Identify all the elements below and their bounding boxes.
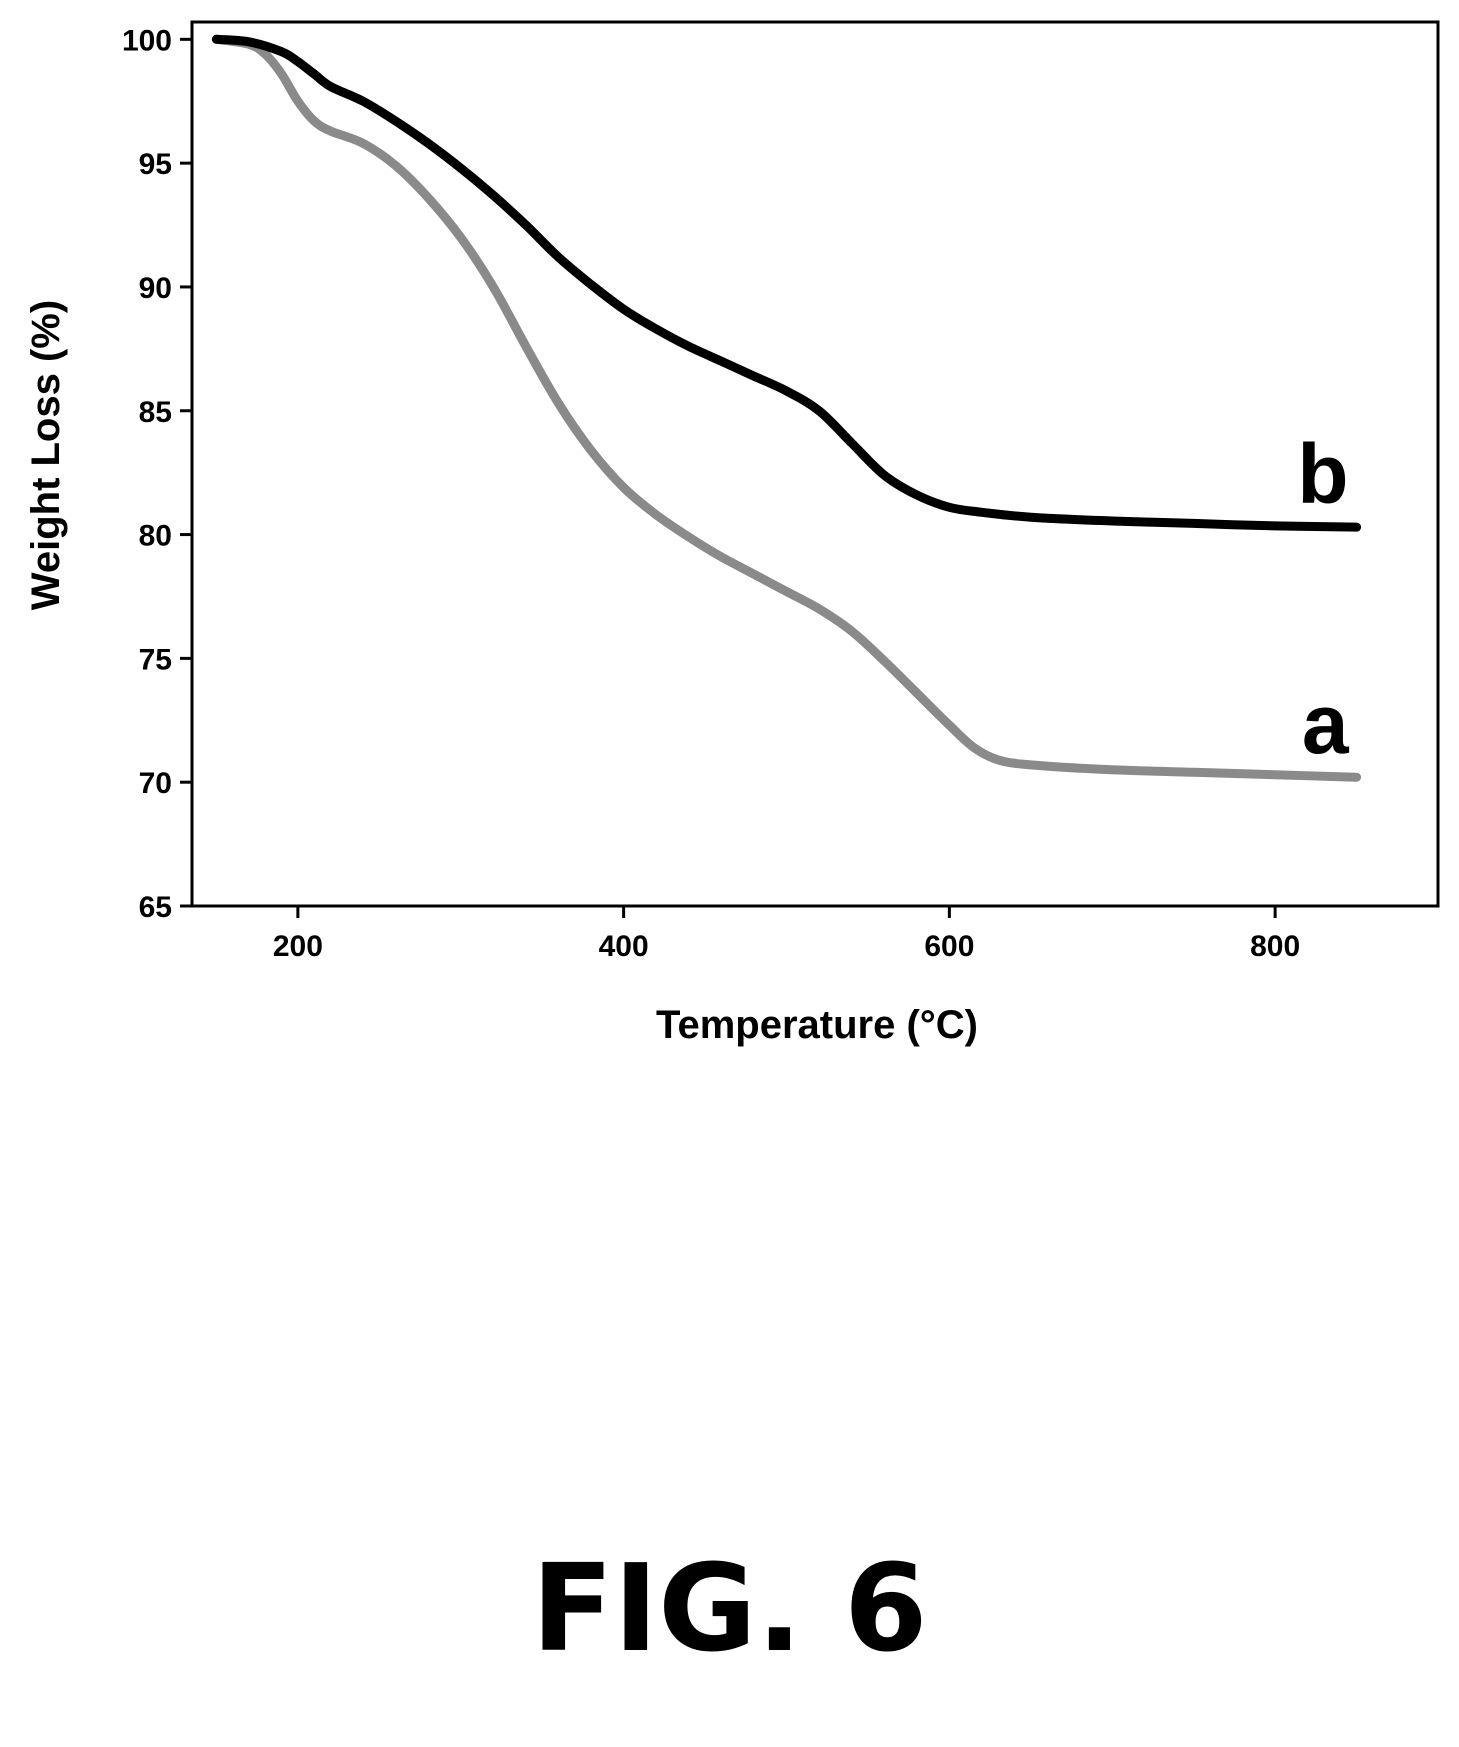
y-tick-label: 90 (139, 272, 172, 305)
series-labels: ab (1297, 427, 1350, 771)
y-tick-label: 85 (139, 396, 172, 429)
series-label-a: a (1302, 677, 1350, 771)
axis-tick-labels: 200 400 600 800 65 70 75 80 85 90 95 100 (122, 24, 1300, 963)
x-tick-label: 600 (924, 930, 974, 963)
y-tick-label: 100 (122, 24, 172, 57)
x-tick-label: 200 (273, 930, 323, 963)
plot-border (190, 20, 1440, 908)
y-tick-label: 80 (139, 520, 172, 553)
series-line-b (211, 34, 1362, 532)
y-tick-label: 95 (139, 148, 172, 181)
y-tick-label: 75 (139, 643, 172, 676)
plot-frame (190, 20, 1440, 908)
series-label-b: b (1297, 427, 1348, 521)
figure-caption: FIG. 6 (531, 1540, 928, 1679)
x-axis-title: Temperature (°C) (656, 1003, 978, 1047)
series-lines (211, 34, 1362, 782)
x-tick-label: 400 (599, 930, 649, 963)
axis-ticks (180, 37, 1277, 918)
y-tick-label: 65 (139, 891, 172, 924)
x-tick-label: 800 (1250, 930, 1300, 963)
y-axis-title: Weight Loss (%) (24, 300, 68, 610)
y-tick-label: 70 (139, 767, 172, 800)
series-line-a (211, 34, 1362, 782)
